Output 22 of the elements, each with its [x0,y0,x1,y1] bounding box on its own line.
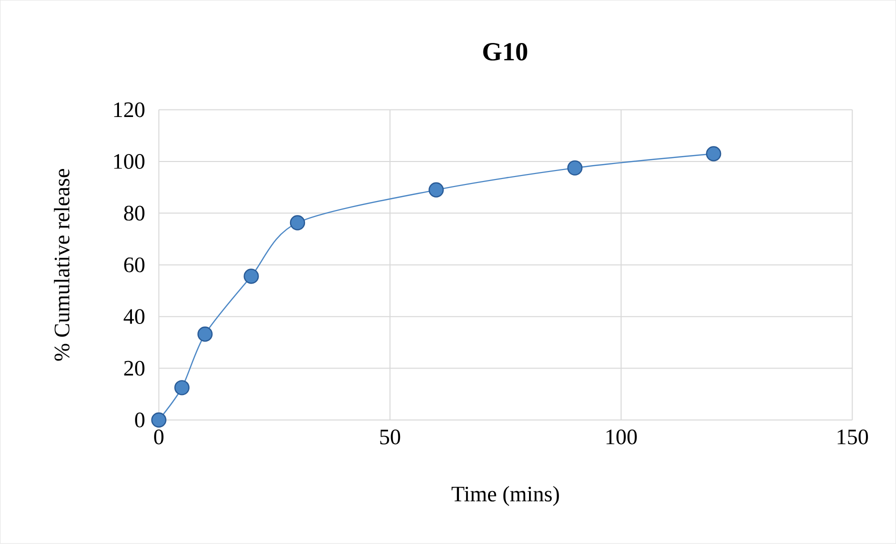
y-tick-label: 120 [114,102,144,118]
point [197,326,213,342]
point [151,412,166,428]
x-tick-label: 0 [154,430,164,444]
y-tick-label: 0 [135,412,144,428]
x-axis-title: Time (mins) [452,486,559,506]
y-axis-title: % Cumulative release [54,169,70,361]
y-tick-label: 20 [124,360,144,376]
y-tick-label: 100 [114,154,144,170]
point [706,146,722,162]
point [428,182,444,198]
point [567,160,582,176]
y-tick-label: 60 [124,258,144,272]
point [290,215,306,230]
x-tick-label: 50 [380,430,400,444]
y-tick-label: 80 [124,206,144,221]
x-tick-label: 100 [606,430,637,444]
point [244,268,259,284]
x-tick-label: 150 [838,430,868,444]
point [174,380,190,396]
chart-title: G10 [483,43,528,61]
y-tick-label: 40 [124,309,144,324]
